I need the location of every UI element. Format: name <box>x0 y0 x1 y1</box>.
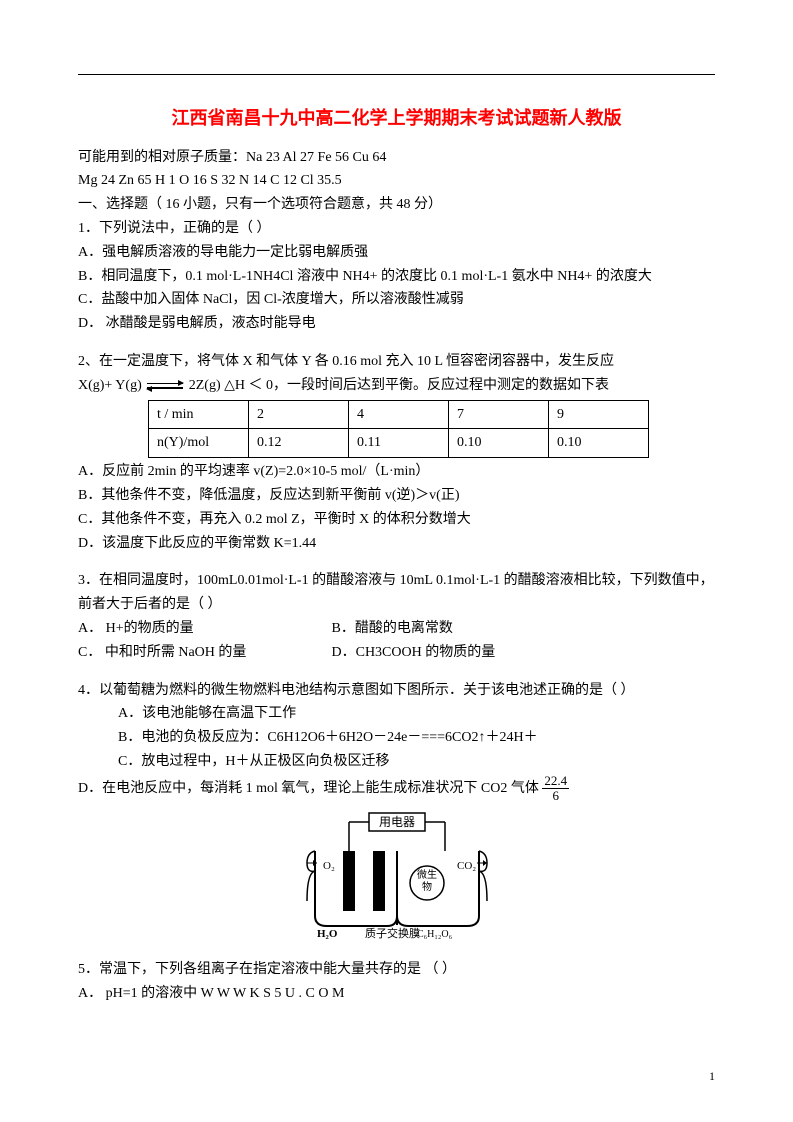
diagram-label-o2: O₂ <box>323 860 335 872</box>
q4-fuel-cell-diagram: 用电器 微生 物 O₂ CO₂ H₂O C₆H₁₂O₆ 质子交换膜 <box>78 811 715 952</box>
diagram-label-membrane: 质子交换膜 <box>365 926 420 940</box>
q2-option-c: C．其他条件不变，再充入 0.2 mol Z，平衡时 X 的体积分数增大 <box>78 508 715 532</box>
top-horizontal-rule <box>78 74 715 75</box>
q4-stem: 4．以葡萄糖为燃料的微生物燃料电池结构示意图如下图所示．关于该电池述正确的是（ … <box>78 679 715 703</box>
diagram-label-h2o: H₂O <box>317 928 338 940</box>
q3-option-d: D．CH3COOH 的物质的量 <box>332 645 496 660</box>
table-row: t / min 2 4 7 9 <box>149 400 649 429</box>
atomic-mass-line-1: 可能用到的相对原子质量：Na 23 Al 27 Fe 56 Cu 64 <box>78 146 715 170</box>
diagram-label-glucose: C₆H₁₂O₆ <box>417 929 453 940</box>
diagram-label-co2: CO₂ <box>457 860 476 872</box>
q3-option-b: B．醋酸的电离常数 <box>332 621 453 636</box>
q1-option-c: C．盐酸中加入固体 NaCl，因 Cl-浓度增大，所以溶液酸性减弱 <box>78 288 715 312</box>
q4-option-d-text: D．在电池反应中，每消耗 1 mol 氧气，理论上能生成标准状况下 CO2 气体 <box>78 781 539 796</box>
document-title: 江西省南昌十九中高二化学上学期期末考试试题新人教版 <box>78 103 715 134</box>
table-cell: 0.10 <box>549 429 649 458</box>
q2-option-a: A．反应前 2min 的平均速率 v(Z)=2.0×10-5 mol/（L·mi… <box>78 460 715 484</box>
q3-options-row2: C． 中和时所需 NaOH 的量 D．CH3COOH 的物质的量 <box>78 641 715 665</box>
table-cell: 2 <box>249 400 349 429</box>
fuel-cell-svg: 用电器 微生 物 O₂ CO₂ H₂O C₆H₁₂O₆ 质子交换膜 <box>287 811 507 943</box>
fraction-numerator: 22.4 <box>542 774 569 789</box>
q3-options-row1: A． H+的物质的量 B．醋酸的电离常数 <box>78 617 715 641</box>
q2-stem-line1: 2、在一定温度下，将气体 X 和气体 Y 各 0.16 mol 充入 10 L … <box>78 350 715 374</box>
q3-stem: 3．在相同温度时，100mL0.01mol·L-1 的醋酸溶液与 10mL 0.… <box>78 569 715 617</box>
q4-option-b: B．电池的负极反应为：C6H12O6＋6H2O－24e－===6CO2↑＋24H… <box>78 726 715 750</box>
q4-option-a: A．该电池能够在高温下工作 <box>78 702 715 726</box>
q5-stem: 5．常温下，下列各组离子在指定溶液中能大量共存的是 （ ） <box>78 958 715 982</box>
table-cell: 7 <box>449 400 549 429</box>
table-cell: 0.11 <box>349 429 449 458</box>
q3-option-c: C． 中和时所需 NaOH 的量 <box>78 641 328 665</box>
q4-option-c: C．放电过程中，H＋从正极区向负极区迁移 <box>78 750 715 774</box>
svg-text:微生: 微生 <box>417 868 437 881</box>
table-cell: 9 <box>549 400 649 429</box>
q2-option-d: D．该温度下此反应的平衡常数 K=1.44 <box>78 532 715 556</box>
q5-a-suffix: 的溶液中 W W W K S 5 U . C O M <box>141 986 344 1001</box>
table-cell: 0.12 <box>249 429 349 458</box>
q1-option-d: D． 冰醋酸是弱电解质，液态时能导电 <box>78 312 715 336</box>
q2-stem-line2: X(g)+ Y(g) 2Z(g) △H ＜ 0，一段时间后达到平衡。反应过程中测… <box>78 374 715 398</box>
equilibrium-arrow-icon <box>147 381 183 391</box>
table-cell: n(Y)/mol <box>149 429 249 458</box>
q2-option-b: B．其他条件不变，降低温度，反应达到新平衡前 v(逆)＞v(正) <box>78 484 715 508</box>
table-cell: 0.10 <box>449 429 549 458</box>
table-cell: t / min <box>149 400 249 429</box>
q4-option-d: D．在电池反应中，每消耗 1 mol 氧气，理论上能生成标准状况下 CO2 气体… <box>78 774 715 804</box>
q1-option-b: B．相同温度下，0.1 mol·L-1NH4Cl 溶液中 NH4+ 的浓度比 0… <box>78 265 715 289</box>
svg-text:物: 物 <box>422 880 432 893</box>
q1-option-a: A．强电解质溶液的导电能力一定比弱电解质强 <box>78 241 715 265</box>
q1-stem: 1．下列说法中，正确的是（ ） <box>78 217 715 241</box>
table-cell: 4 <box>349 400 449 429</box>
section-1-heading: 一、选择题（ 16 小题，只有一个选项符合题意，共 48 分） <box>78 193 715 217</box>
diagram-label-device: 用电器 <box>378 815 414 829</box>
q5-option-a: A． pH=1 的溶液中 W W W K S 5 U . C O M <box>78 982 715 1006</box>
table-row: n(Y)/mol 0.12 0.11 0.10 0.10 <box>149 429 649 458</box>
fraction-icon: 22.4 6 <box>542 774 569 804</box>
q5-a-prefix: A． <box>78 986 102 1001</box>
q3-option-a: A． H+的物质的量 <box>78 617 328 641</box>
fraction-denominator: 6 <box>542 789 569 803</box>
page-number: 1 <box>709 1066 715 1086</box>
q2-stem-2b: 2Z(g) △H ＜ 0，一段时间后达到平衡。反应过程中测定的数据如下表 <box>189 378 609 393</box>
q2-data-table: t / min 2 4 7 9 n(Y)/mol 0.12 0.11 0.10 … <box>148 400 649 459</box>
q2-stem-2a: X(g)+ Y(g) <box>78 378 142 393</box>
atomic-mass-line-2: Mg 24 Zn 65 H 1 O 16 S 32 N 14 C 12 Cl 3… <box>78 169 715 193</box>
q5-a-ph: pH=1 <box>106 986 138 1001</box>
